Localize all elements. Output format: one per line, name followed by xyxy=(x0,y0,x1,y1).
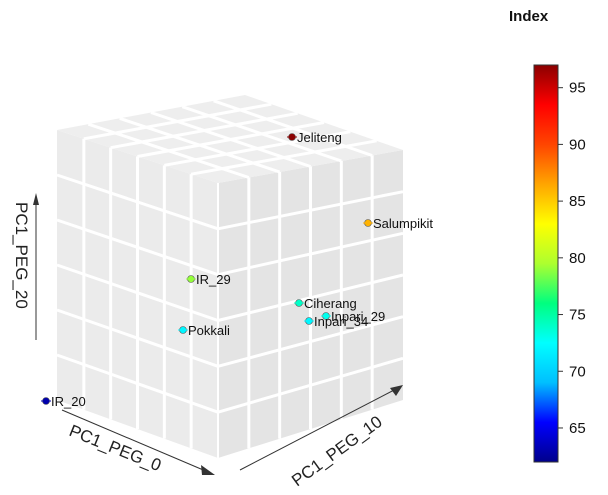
colorbar-title: Index xyxy=(509,8,549,25)
point-label: Pokkali xyxy=(188,323,230,338)
point-label: Inpari_34 xyxy=(314,314,368,329)
grid-line-right-h xyxy=(217,356,404,414)
z-axis-label: PC1_PEG_20 xyxy=(12,202,31,309)
grid-line-top-b xyxy=(190,139,377,176)
colorbar-tick-label: 85 xyxy=(569,193,586,210)
colorbar-gradient xyxy=(533,64,559,463)
point-label: Jeliteng xyxy=(297,130,342,145)
z-axis-arrowhead xyxy=(33,193,39,205)
point-label: Ciherang xyxy=(304,296,357,311)
colorbar: 65 70 75 80 85 90 95 xyxy=(533,64,586,463)
colorbar-tick-label: 95 xyxy=(569,80,586,97)
colorbar-tick-label: 90 xyxy=(569,136,586,153)
grid-line-left-h xyxy=(56,353,219,414)
y-axis-arrowhead xyxy=(390,385,403,396)
colorbar-tick-label: 80 xyxy=(569,250,586,267)
x-axis-line xyxy=(61,409,209,473)
point-label: Salumpikit xyxy=(373,216,433,231)
data-points: Jeliteng Salumpikit IR_29 CiherangInpari_29… xyxy=(41,130,433,409)
colorbar-tick-label: 75 xyxy=(569,307,586,324)
y-axis-line xyxy=(239,387,399,471)
grid-lines xyxy=(56,99,404,458)
point-label: Inpari_29 xyxy=(331,309,385,324)
point-label: IR_20 xyxy=(51,394,86,409)
colorbar-tick-label: 65 xyxy=(569,420,586,437)
colorbar-tick-label: 70 xyxy=(569,363,586,380)
point-label: IR_29 xyxy=(196,272,231,287)
x-axis-arrowhead xyxy=(201,465,215,475)
